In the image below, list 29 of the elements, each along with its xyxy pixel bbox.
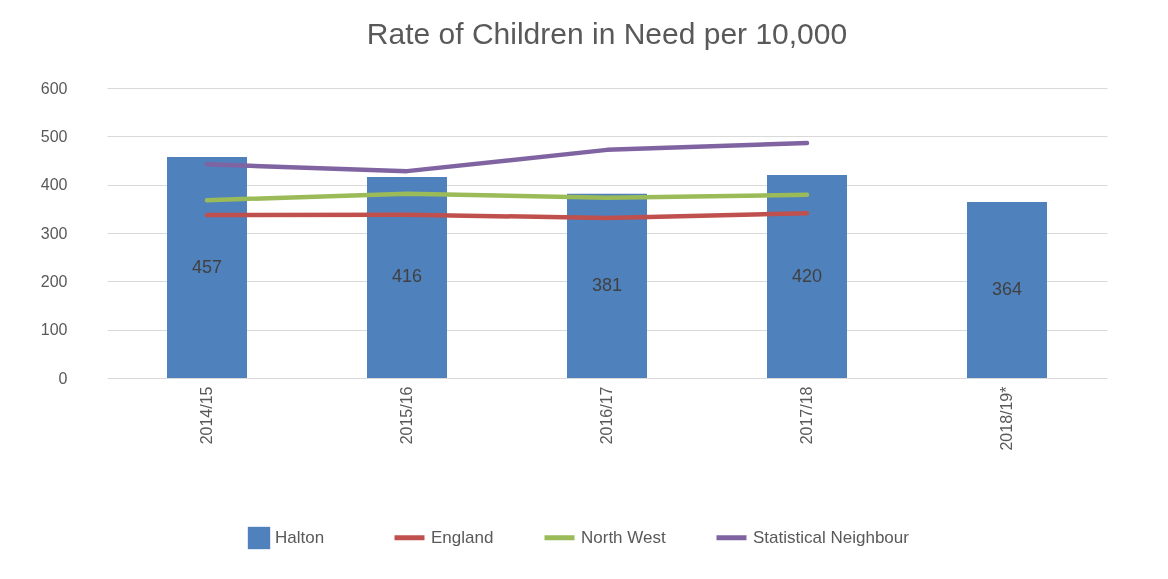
- legend-label: England: [431, 527, 494, 547]
- data-label: 364: [991, 279, 1023, 300]
- y-tick-label: 300: [40, 224, 68, 242]
- x-tick-label: 2015/16: [398, 386, 415, 445]
- bar: [367, 176, 447, 378]
- bar: [167, 157, 247, 378]
- x-tick-label: 2017/18: [798, 386, 815, 445]
- y-tick-label: 100: [40, 321, 68, 339]
- bar: [567, 193, 647, 378]
- legend-label: North West: [581, 527, 666, 547]
- bar: [767, 175, 847, 378]
- chart-title: Rate of Children in Need per 10,000: [366, 17, 848, 50]
- data-label: 457: [191, 256, 223, 277]
- data-label: 381: [591, 274, 623, 295]
- y-tick-label: 0: [58, 369, 68, 387]
- line-series: [204, 140, 810, 174]
- legend-label: Statistical Neighbour: [753, 527, 910, 547]
- x-tick-label: 2016/17: [598, 386, 615, 445]
- bar: [967, 202, 1047, 378]
- y-tick-label: 500: [40, 127, 68, 145]
- x-tick-label: 2018/19*: [998, 386, 1015, 451]
- y-tick-label: 200: [40, 272, 68, 290]
- y-tick-label: 400: [40, 176, 68, 194]
- legend-label: Halton: [275, 528, 325, 547]
- y-tick-label: 600: [40, 79, 68, 97]
- x-tick-label: 2014/15: [198, 386, 215, 445]
- data-label: 420: [791, 265, 823, 286]
- data-label: 416: [391, 266, 423, 287]
- line-series: [204, 191, 810, 203]
